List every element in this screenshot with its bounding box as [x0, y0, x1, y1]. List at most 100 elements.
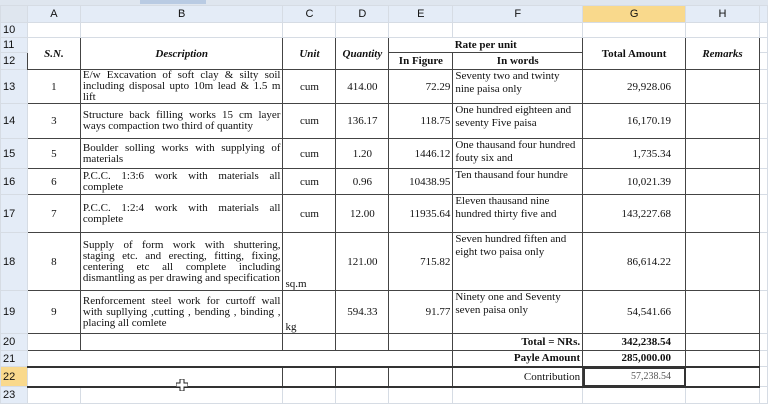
- cell[interactable]: [758, 333, 768, 351]
- rate-words-cell[interactable]: Seven hundred fiften and eight two paisa…: [452, 232, 584, 291]
- header-unit[interactable]: Unit: [282, 37, 337, 70]
- column-header-h[interactable]: H: [685, 5, 760, 23]
- rate-figure-cell[interactable]: 118.75: [388, 103, 454, 139]
- rate-words-cell[interactable]: Eleven thausand nine hundred thirty five…: [452, 194, 584, 233]
- sn-cell[interactable]: 7: [26, 194, 81, 233]
- cell[interactable]: [758, 37, 768, 53]
- header-quantity[interactable]: Quantity: [335, 37, 390, 70]
- cell[interactable]: [758, 366, 768, 387]
- total-amount-cell[interactable]: 143,227.68: [582, 194, 687, 233]
- payable-value[interactable]: 285,000.00: [582, 350, 687, 368]
- header-in-figure[interactable]: In Figure: [388, 52, 454, 70]
- cell[interactable]: [282, 366, 337, 388]
- total-label[interactable]: Total = NRs.: [452, 333, 584, 351]
- unit-cell[interactable]: kg: [282, 290, 337, 334]
- header-description[interactable]: Description: [79, 37, 284, 70]
- cell[interactable]: [26, 333, 81, 351]
- select-all-button[interactable]: [0, 5, 28, 23]
- cell[interactable]: [758, 290, 768, 334]
- rate-figure-cell[interactable]: 91.77: [388, 290, 454, 334]
- payable-label[interactable]: Payle Amount: [452, 350, 584, 368]
- cell[interactable]: [388, 386, 454, 404]
- cell[interactable]: [26, 22, 81, 38]
- row-header-16[interactable]: 16: [0, 168, 28, 195]
- description-cell[interactable]: Supply of form work with shuttering, sta…: [79, 232, 284, 291]
- header-in-words[interactable]: In words: [452, 52, 584, 70]
- cell[interactable]: [758, 52, 768, 70]
- cell[interactable]: [452, 386, 584, 404]
- rate-words-cell[interactable]: Seventy two and twinty nine paisa only: [452, 69, 584, 104]
- column-header-e[interactable]: E: [388, 5, 454, 23]
- cell[interactable]: [582, 22, 687, 38]
- cell[interactable]: [758, 69, 768, 104]
- cell[interactable]: [335, 22, 390, 38]
- sn-cell[interactable]: 6: [26, 168, 81, 195]
- row-header-15[interactable]: 15: [0, 138, 28, 169]
- quantity-cell[interactable]: 12.00: [335, 194, 390, 233]
- sn-cell[interactable]: 3: [26, 103, 81, 139]
- total-value[interactable]: 342,238.54: [582, 333, 687, 351]
- cell[interactable]: [758, 138, 768, 169]
- cell[interactable]: [282, 386, 337, 404]
- total-amount-cell[interactable]: 1,735.34: [582, 138, 687, 169]
- remarks-cell[interactable]: [685, 103, 760, 139]
- cell[interactable]: [388, 333, 454, 351]
- row-header-10[interactable]: 10: [0, 22, 28, 38]
- cell[interactable]: [282, 333, 337, 351]
- contribution-value[interactable]: 57,238.54: [582, 366, 687, 388]
- sn-cell[interactable]: 5: [26, 138, 81, 169]
- remarks-cell[interactable]: [685, 290, 760, 334]
- total-amount-cell[interactable]: 16,170.19: [582, 103, 687, 139]
- rate-figure-cell[interactable]: 10438.95: [388, 168, 454, 195]
- remarks-cell[interactable]: [685, 69, 760, 104]
- column-header-c[interactable]: C: [282, 5, 337, 23]
- cell[interactable]: [758, 232, 768, 291]
- row-header-17[interactable]: 17: [0, 194, 28, 233]
- cell[interactable]: [388, 22, 454, 38]
- column-header-a[interactable]: A: [26, 5, 81, 23]
- rate-words-cell[interactable]: Ninety one and Seventy seven paisa only: [452, 290, 584, 334]
- cell[interactable]: [758, 168, 768, 195]
- rate-words-cell[interactable]: One hundred eighteen and seventy Five pa…: [452, 103, 584, 139]
- cell[interactable]: [335, 366, 390, 388]
- row-header-13[interactable]: 13: [0, 69, 28, 104]
- row-header-23[interactable]: 23: [0, 386, 28, 404]
- column-header-extra[interactable]: [758, 5, 768, 23]
- cell[interactable]: [452, 22, 584, 38]
- total-amount-cell[interactable]: 54,541.66: [582, 290, 687, 334]
- cell[interactable]: [79, 22, 284, 38]
- rate-figure-cell[interactable]: 11935.64: [388, 194, 454, 233]
- quantity-cell[interactable]: 414.00: [335, 69, 390, 104]
- cell[interactable]: [388, 366, 454, 388]
- remarks-cell[interactable]: [685, 232, 760, 291]
- row-header-18[interactable]: 18: [0, 232, 28, 291]
- unit-cell[interactable]: cum: [282, 168, 337, 195]
- header-rate-per-unit[interactable]: Rate per unit: [388, 37, 584, 53]
- unit-cell[interactable]: sq.m: [282, 232, 337, 291]
- quantity-cell[interactable]: 1.20: [335, 138, 390, 169]
- total-amount-cell[interactable]: 86,614.22: [582, 232, 687, 291]
- unit-cell[interactable]: cum: [282, 138, 337, 169]
- unit-cell[interactable]: cum: [282, 69, 337, 104]
- column-header-d[interactable]: D: [335, 5, 390, 23]
- cell[interactable]: [758, 103, 768, 139]
- rate-figure-cell[interactable]: 72.29: [388, 69, 454, 104]
- total-amount-cell[interactable]: 10,021.39: [582, 168, 687, 195]
- rate-figure-cell[interactable]: 715.82: [388, 232, 454, 291]
- unit-cell[interactable]: cum: [282, 103, 337, 139]
- cell[interactable]: [758, 22, 768, 38]
- cell[interactable]: [758, 194, 768, 233]
- description-cell[interactable]: P.C.C. 1:3:6 work with materials all com…: [79, 168, 284, 195]
- quantity-cell[interactable]: 0.96: [335, 168, 390, 195]
- cell[interactable]: [26, 386, 81, 404]
- remarks-cell[interactable]: [685, 138, 760, 169]
- cell[interactable]: [26, 366, 284, 388]
- contribution-label[interactable]: Contribution: [452, 366, 584, 388]
- cell[interactable]: [758, 350, 768, 367]
- description-cell[interactable]: E/w Excavation of soft clay & silty soil…: [79, 69, 284, 104]
- cell[interactable]: [685, 366, 760, 388]
- sn-cell[interactable]: 8: [26, 232, 81, 291]
- row-header-22[interactable]: 22: [0, 366, 28, 387]
- description-cell[interactable]: P.C.C. 1:2:4 work with materials all com…: [79, 194, 284, 233]
- row-header-20[interactable]: 20: [0, 333, 28, 351]
